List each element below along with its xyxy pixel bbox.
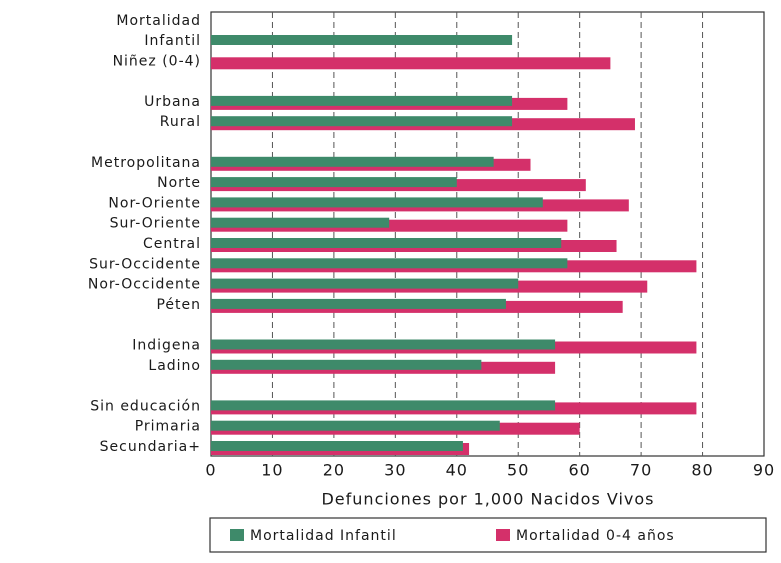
bar [211, 441, 463, 451]
bar [211, 400, 556, 411]
legend-frame [209, 517, 767, 553]
plot-frame [210, 11, 765, 457]
bar [211, 258, 568, 269]
bar [211, 217, 390, 228]
y-tick-label: Sur-Occidente [89, 256, 201, 272]
x-tick-label: 70 [630, 461, 652, 480]
bar [211, 156, 494, 167]
x-tick-label: 30 [384, 461, 406, 480]
legend-label: Mortalidad 0-4 años [516, 528, 675, 544]
x-axis-title: Defunciones por 1,000 Nacidos Vivos [321, 490, 654, 509]
x-tick-label: 50 [507, 461, 529, 480]
bar [211, 420, 500, 431]
y-tick-label: Sur-Oriente [110, 216, 201, 232]
bar [211, 298, 506, 309]
bar [211, 238, 562, 248]
bar [211, 35, 513, 45]
legend-label: Mortalidad Infantil [250, 528, 397, 544]
x-tick-label: 20 [323, 461, 345, 480]
bar [211, 95, 513, 106]
legend-swatch [230, 529, 244, 541]
y-tick-label: Central [143, 236, 201, 252]
y-tick-label: Norte [157, 175, 201, 191]
y-tick-label: Péten [156, 297, 201, 313]
y-tick-label: Ladino [148, 358, 201, 374]
y-tick-label: Secundaria+ [100, 439, 201, 455]
y-tick-label: Primaria [135, 419, 201, 435]
y-tick-label: Metropolitana [91, 155, 201, 171]
y-tick-label: Nor-Occidente [88, 277, 201, 293]
y-tick-label: Indigena [132, 338, 201, 354]
x-tick-label: 40 [446, 461, 468, 480]
x-tick-label: 0 [205, 461, 216, 480]
legend-swatch [496, 529, 510, 541]
x-tick-label: 80 [691, 461, 713, 480]
x-tick-label: 90 [753, 461, 775, 480]
bar [211, 177, 457, 188]
bar [211, 57, 611, 70]
bar [211, 359, 482, 370]
y-tick-label: Sin educación [90, 398, 201, 414]
bar [211, 116, 513, 127]
y-tick-label: Nor-Oriente [108, 195, 201, 211]
bar [211, 278, 519, 289]
y-tick-label: Niñez (0-4) [113, 53, 201, 69]
y-tick-label: Mortalidad Infantil [116, 13, 201, 49]
bar [211, 339, 556, 350]
x-tick-label: 10 [261, 461, 283, 480]
x-tick-label: 60 [568, 461, 590, 480]
y-tick-label: Urbana [144, 94, 201, 110]
bar [211, 197, 543, 208]
y-tick-label: Rural [160, 114, 201, 130]
